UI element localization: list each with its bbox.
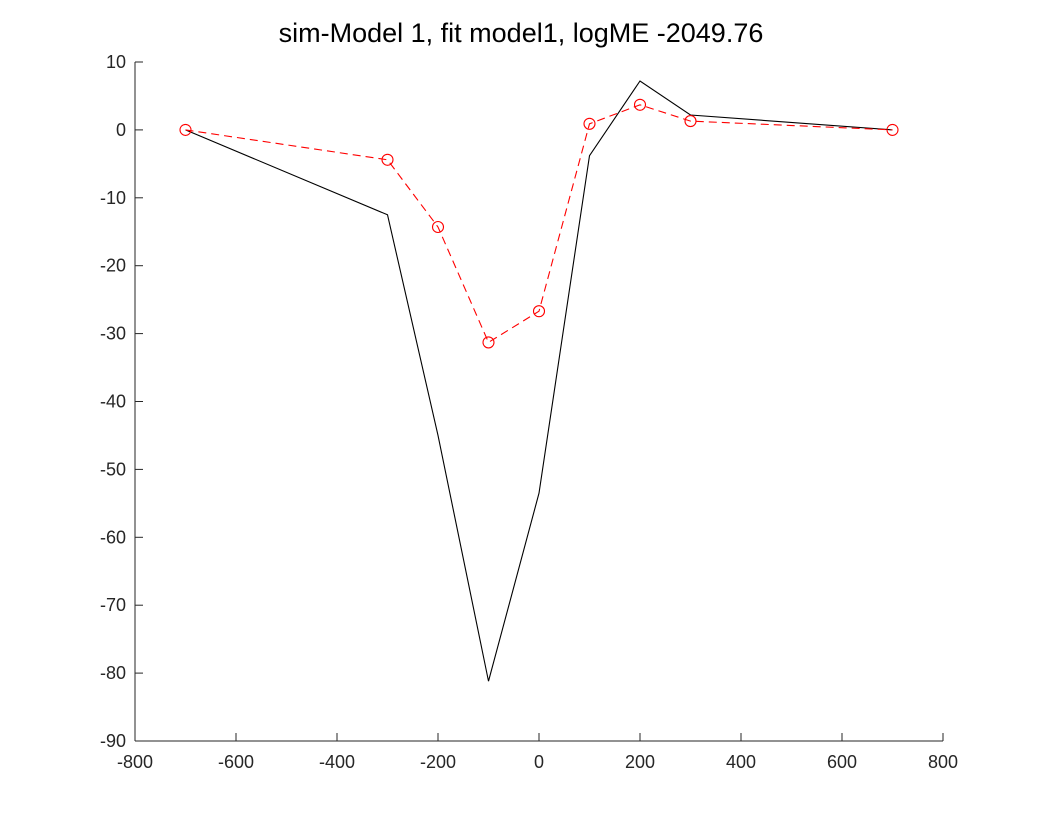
series-2-point	[633, 98, 647, 111]
x-tick-label: -200	[420, 752, 456, 772]
y-tick-label: -70	[100, 595, 126, 615]
x-tick-label: 600	[827, 752, 857, 772]
series-2-point	[532, 305, 546, 318]
series-2-line	[185, 104, 893, 344]
y-tick-label: 10	[106, 52, 126, 72]
y-tick-label: -40	[100, 392, 126, 412]
y-tick-label: -90	[100, 731, 126, 751]
y-tick-label: 0	[116, 120, 126, 140]
series-1-line	[185, 80, 893, 682]
series-2-point	[583, 117, 596, 130]
y-tick-label: -20	[100, 256, 126, 276]
y-tick-label: -80	[100, 663, 126, 683]
series-layer	[179, 80, 899, 682]
axes: -800 -600 -400 -200 0 200 400 600 800 10 0 -10 -20 -3…	[100, 52, 958, 772]
series-2-point	[381, 153, 394, 166]
x-tick-label: -800	[117, 752, 153, 772]
x-tick-label: 800	[928, 752, 958, 772]
x-tick-label: 400	[726, 752, 756, 772]
y-tick-label: -30	[100, 324, 126, 344]
x-tick-label: 200	[625, 752, 655, 772]
chart-title: sim-Model 1, fit model1, logME -2049.76	[278, 18, 764, 48]
y-tick-label: -50	[100, 459, 126, 479]
series-2-point	[886, 123, 899, 136]
x-tick-label: 0	[534, 752, 544, 772]
series-2-point	[482, 336, 495, 349]
x-tick-label: -400	[319, 752, 355, 772]
y-tick-label: -10	[100, 188, 126, 208]
series-2-point	[179, 123, 192, 136]
series-2-point	[684, 115, 697, 128]
series-2-point	[431, 220, 445, 234]
x-tick-label: -600	[218, 752, 254, 772]
y-tick-label: -60	[100, 527, 126, 547]
